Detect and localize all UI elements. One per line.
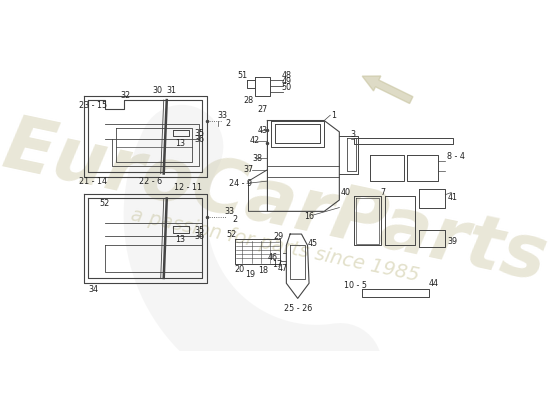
- Text: 21 - 14: 21 - 14: [79, 176, 107, 186]
- Text: 43: 43: [257, 126, 267, 135]
- Text: 27: 27: [257, 105, 267, 114]
- Text: 13: 13: [175, 139, 185, 148]
- Text: 48: 48: [282, 71, 292, 80]
- Text: 44: 44: [429, 279, 439, 288]
- Text: 41: 41: [448, 193, 458, 202]
- Text: 12 - 11: 12 - 11: [174, 183, 202, 192]
- Text: 29: 29: [274, 232, 284, 241]
- Text: 10 - 5: 10 - 5: [344, 281, 367, 290]
- Text: 1: 1: [331, 111, 336, 120]
- Text: 52: 52: [100, 199, 110, 208]
- Text: 18: 18: [258, 266, 268, 275]
- Text: 49: 49: [281, 78, 292, 86]
- Text: 36: 36: [194, 232, 204, 241]
- Text: 17: 17: [272, 260, 282, 269]
- Text: a passion for parts since 1985: a passion for parts since 1985: [129, 206, 421, 285]
- Text: 47: 47: [278, 264, 288, 273]
- Text: 33: 33: [217, 111, 227, 120]
- FancyArrow shape: [362, 76, 413, 104]
- Text: 40: 40: [340, 188, 350, 197]
- Text: 24 - 9: 24 - 9: [229, 179, 252, 188]
- Text: 33: 33: [224, 207, 235, 216]
- Text: 31: 31: [166, 86, 177, 95]
- Text: 19: 19: [245, 270, 255, 280]
- Text: 2: 2: [226, 119, 230, 128]
- Text: 7: 7: [381, 188, 386, 197]
- Text: 13: 13: [175, 235, 185, 244]
- Text: 45: 45: [308, 239, 318, 248]
- Text: 46: 46: [268, 253, 278, 262]
- Text: 39: 39: [448, 237, 458, 246]
- Text: 23 - 15: 23 - 15: [79, 101, 107, 110]
- Text: 20: 20: [234, 265, 245, 274]
- Text: 36: 36: [194, 135, 204, 144]
- Text: 32: 32: [121, 91, 131, 100]
- Text: 35: 35: [194, 226, 205, 235]
- Text: EuroCarParts: EuroCarParts: [0, 110, 550, 297]
- Text: 25 - 26: 25 - 26: [284, 304, 312, 314]
- Text: 22 - 6: 22 - 6: [139, 176, 162, 186]
- Text: 50: 50: [281, 84, 292, 92]
- Text: 35: 35: [194, 129, 205, 138]
- Text: 34: 34: [89, 285, 98, 294]
- Text: 30: 30: [152, 86, 162, 95]
- Text: 16: 16: [304, 212, 314, 221]
- Text: 3: 3: [350, 130, 355, 139]
- Text: 38: 38: [252, 154, 262, 163]
- Text: 37: 37: [244, 165, 254, 174]
- Text: 52: 52: [227, 230, 237, 238]
- Text: 42: 42: [250, 136, 260, 146]
- Text: 8 - 4: 8 - 4: [447, 152, 465, 161]
- Text: 51: 51: [238, 71, 248, 80]
- Text: 28: 28: [244, 96, 254, 104]
- Text: 2: 2: [232, 215, 238, 224]
